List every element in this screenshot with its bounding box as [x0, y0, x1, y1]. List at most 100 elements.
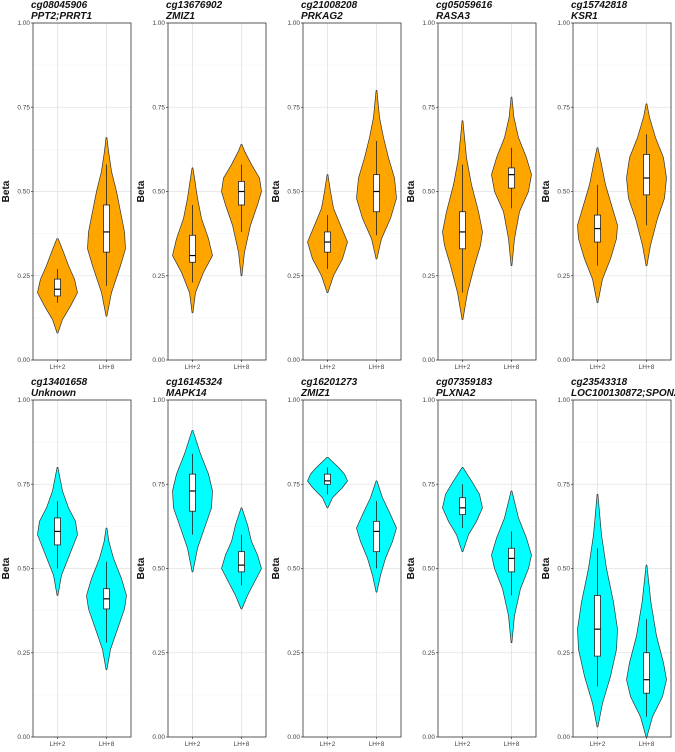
x-tick-label: LH+8	[234, 741, 250, 748]
y-tick-label: 1.00	[152, 397, 165, 404]
x-tick-label: LH+2	[320, 741, 336, 748]
y-tick-label: 1.00	[17, 20, 30, 27]
x-tick-label: LH+2	[590, 741, 606, 748]
y-tick-label: 0.00	[17, 734, 30, 741]
y-tick-label: 0.25	[557, 273, 570, 280]
y-tick-label: 1.00	[557, 20, 570, 27]
gene-name-label: ZMIZ1	[166, 11, 195, 22]
x-tick-label: LH+2	[50, 364, 66, 371]
probe-id-label: cg16145324	[166, 377, 223, 388]
x-tick-label: LH+8	[639, 364, 655, 371]
probe-id-label: cg05059616	[436, 0, 493, 11]
violin-panel: cg16201273 ZMIZ1 0.00 0.25 0.50 0.75 1.00 LH+2 L…	[270, 377, 405, 752]
y-tick-label: 0.50	[17, 566, 30, 573]
x-tick-label: LH+2	[455, 364, 471, 371]
y-axis-title: Beta	[1, 180, 12, 202]
y-tick-label: 0.25	[17, 273, 30, 280]
y-tick-label: 0.00	[152, 357, 165, 364]
y-tick-label: 0.25	[287, 650, 300, 657]
gene-name-label: PRKAG2	[301, 11, 343, 22]
y-tick-label: 0.75	[557, 104, 570, 111]
panel-title: cg13676902 ZMIZ1	[166, 0, 222, 22]
y-tick-label: 0.75	[152, 104, 165, 111]
violin-panel: cg21008208 PRKAG2 0.00 0.25 0.50 0.75 1.00 LH+2…	[270, 0, 405, 375]
x-tick-label: LH+2	[50, 741, 66, 748]
y-tick-label: 1.00	[557, 397, 570, 404]
y-tick-label: 1.00	[287, 397, 300, 404]
y-tick-label: 0.75	[152, 481, 165, 488]
y-tick-label: 0.50	[422, 189, 435, 196]
gene-name-label: ZMIZ1	[301, 388, 330, 399]
y-tick-label: 0.25	[152, 273, 165, 280]
boxplot-box	[238, 551, 245, 573]
panel-title: cg08045906 PPT2;PRRT1	[31, 0, 92, 22]
y-tick-label: 0.75	[17, 104, 30, 111]
y-tick-label: 0.00	[152, 734, 165, 741]
boxplot-box	[189, 473, 196, 512]
y-axis-title: Beta	[136, 557, 147, 579]
x-tick-label: LH+8	[99, 364, 115, 371]
boxplot-box	[373, 520, 380, 553]
y-tick-label: 0.75	[422, 104, 435, 111]
y-tick-label: 1.00	[152, 20, 165, 27]
x-tick-label: LH+2	[320, 364, 336, 371]
y-tick-label: 0.50	[557, 566, 570, 573]
probe-id-label: cg21008208	[301, 0, 358, 11]
y-tick-label: 0.75	[422, 481, 435, 488]
panel-title: cg07359183 PLXNA2	[436, 377, 492, 399]
boxplot-box	[643, 154, 650, 196]
y-tick-label: 0.50	[557, 189, 570, 196]
y-axis-title: Beta	[406, 557, 417, 579]
y-tick-label: 0.00	[287, 734, 300, 741]
boxplot-box	[324, 473, 331, 485]
violin-panel: cg08045906 PPT2;PRRT1 0.00 0.25 0.50 0.75 1.00…	[0, 0, 135, 375]
gene-name-label: Unknown	[31, 388, 76, 399]
y-tick-label: 1.00	[287, 20, 300, 27]
y-tick-label: 0.50	[152, 566, 165, 573]
y-tick-label: 0.25	[557, 650, 570, 657]
violin-chart-svg: 0.00 0.25 0.50 0.75 1.00 LH+2 LH+8 Beta	[1, 397, 132, 748]
violin-chart-svg: 0.00 0.25 0.50 0.75 1.00 LH+2 LH+8 Beta	[271, 397, 402, 748]
boxplot-box	[508, 167, 515, 189]
probe-id-label: cg08045906	[31, 0, 88, 11]
boxplot-box	[238, 180, 245, 206]
y-axis-title: Beta	[271, 557, 282, 579]
violin-chart-svg: 0.00 0.25 0.50 0.75 1.00 LH+2 LH+8 Beta	[406, 397, 537, 748]
boxplot-box	[459, 497, 466, 515]
violin-chart-svg: 0.00 0.25 0.50 0.75 1.00 LH+2 LH+8 Beta	[1, 20, 132, 371]
probe-id-label: cg23543318	[571, 377, 628, 388]
y-tick-label: 0.25	[287, 273, 300, 280]
gene-name-label: LOC100130872;SPON2	[571, 388, 675, 399]
x-tick-label: LH+2	[455, 741, 471, 748]
x-tick-label: LH+8	[639, 741, 655, 748]
x-tick-label: LH+8	[504, 364, 520, 371]
x-tick-label: LH+2	[185, 741, 201, 748]
y-tick-label: 0.00	[17, 357, 30, 364]
panel-title: cg15742818 KSR1	[571, 0, 627, 22]
panel-title: cg23543318 LOC100130872;SPON2	[571, 377, 675, 399]
gene-name-label: PLXNA2	[436, 388, 476, 399]
gene-name-label: RASA3	[436, 11, 470, 22]
gene-name-label: MAPK14	[166, 388, 207, 399]
violin-panel: cg15742818 KSR1 0.00 0.25 0.50 0.75 1.00 LH+2 LH…	[540, 0, 675, 375]
y-tick-label: 0.25	[422, 273, 435, 280]
y-tick-label: 0.25	[17, 650, 30, 657]
y-tick-label: 0.00	[557, 357, 570, 364]
violin-panel: cg16145324 MAPK14 0.00 0.25 0.50 0.75 1.00 LH+2…	[135, 377, 270, 752]
x-tick-label: LH+2	[590, 364, 606, 371]
y-tick-label: 1.00	[422, 20, 435, 27]
y-tick-label: 0.00	[422, 357, 435, 364]
violin-chart-svg: 0.00 0.25 0.50 0.75 1.00 LH+2 LH+8 Beta	[136, 397, 267, 748]
boxplot-box	[103, 204, 110, 253]
y-tick-label: 0.00	[287, 357, 300, 364]
boxplot-box	[189, 234, 196, 263]
y-axis-title: Beta	[541, 180, 552, 202]
y-tick-label: 1.00	[17, 397, 30, 404]
y-tick-label: 0.50	[17, 189, 30, 196]
panel-title: cg16201273 ZMIZ1	[301, 377, 357, 399]
y-tick-label: 0.00	[422, 734, 435, 741]
boxplot-box	[373, 174, 380, 213]
boxplot-box	[643, 652, 650, 694]
x-tick-label: LH+8	[234, 364, 250, 371]
y-axis-title: Beta	[136, 180, 147, 202]
